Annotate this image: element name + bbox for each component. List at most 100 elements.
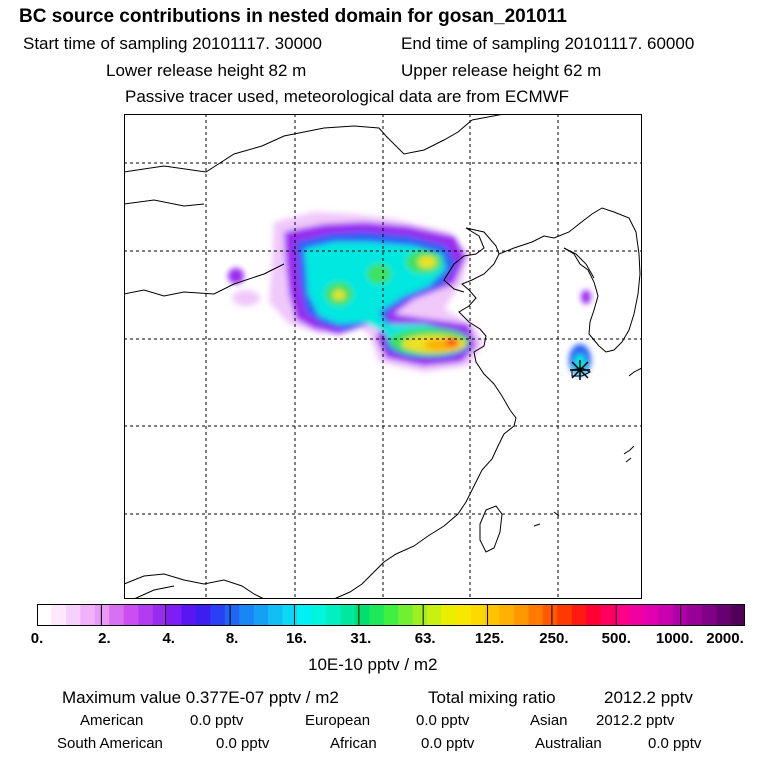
colorbar-tick-label: 2000. (706, 630, 744, 647)
colorbar-cell (65, 604, 81, 626)
colorbar-cell (412, 604, 428, 626)
colorbar-cell (730, 604, 745, 626)
region-asian-value: 2012.2 pptv (596, 712, 675, 729)
plume-korea-patch (581, 290, 591, 304)
colorbar-cell (210, 604, 226, 626)
colorbar-cell (369, 604, 385, 626)
region-asian-label: Asian (530, 712, 568, 729)
china-coast (333, 227, 517, 599)
colorbar-cell (687, 604, 702, 626)
colorbar-cell (513, 604, 529, 626)
colorbar-cell (383, 604, 399, 626)
korea-peninsula (498, 207, 641, 353)
colorbar-cell (109, 604, 124, 626)
plume-west-patch-a (228, 268, 244, 284)
colorbar-tick-label: 250. (539, 630, 569, 647)
region-european-label: European (305, 712, 371, 729)
region-african-label: African (330, 735, 377, 752)
map-frame (124, 114, 642, 599)
ryukyu-islands (623, 445, 635, 455)
colorbar-cell (123, 604, 139, 626)
colorbar-cells (37, 604, 745, 626)
region-south-american-value: 0.0 pptv (216, 735, 270, 752)
start-time-text: Start time of sampling 20101117. 30000 (23, 34, 322, 53)
south-coast-line (133, 585, 175, 599)
plume-west-patch-b (232, 290, 260, 306)
colorbar-cell (629, 604, 645, 626)
colorbar-cell (571, 604, 587, 626)
plume-green-center (367, 264, 391, 284)
colorbar-cell (470, 604, 486, 626)
colorbar-cell (282, 604, 298, 626)
colorbar-cell (614, 604, 630, 626)
region-american-value: 0.0 pptv (190, 712, 244, 729)
concentration-plume (228, 212, 591, 376)
colorbar (37, 604, 745, 626)
colorbar-cell (340, 604, 356, 626)
colorbar-tick-label: 2. (98, 630, 111, 647)
colorbar-cell (195, 604, 211, 626)
end-time-text: End time of sampling 20101117. 60000 (401, 34, 695, 53)
colorbar-cell (167, 604, 182, 626)
colorbar-tick-label: 4. (162, 630, 175, 647)
region-american-label: American (80, 712, 144, 729)
colorbar-cell (658, 604, 674, 626)
colorbar-cell (138, 604, 153, 626)
japan-coast (628, 367, 642, 377)
colorbar-cell (51, 604, 67, 626)
colorbar-cell (643, 604, 659, 626)
colorbar-tick-label: 125. (474, 630, 505, 647)
region-south-american-label: South American (57, 735, 163, 752)
colorbar-cell (398, 604, 413, 626)
colorbar-tick-label: 31. (350, 630, 372, 647)
plume-yellow-north (418, 256, 436, 268)
southeast-islands (625, 457, 632, 463)
colorbar-tick-label: 8. (225, 630, 239, 647)
coastlines (124, 114, 642, 599)
colorbar-cell (152, 604, 168, 626)
page-title: BC source contributions in nested domain… (19, 6, 567, 27)
colorbar-tick-label: 0. (30, 630, 44, 647)
colorbar-cell (94, 604, 110, 626)
inner-border-line (124, 199, 205, 207)
graticule (124, 114, 642, 599)
colorbar-unit-label: 10E-10 pptv / m2 (308, 655, 438, 674)
tracer-info-text: Passive tracer used, meteorological data… (125, 87, 570, 106)
total-mixing-value: 2012.2 pptv (604, 688, 693, 707)
colorbar-cell (456, 604, 471, 626)
colorbar-tick-label: 1000. (655, 630, 694, 647)
colorbar-cell (311, 604, 327, 626)
colorbar-cell (325, 604, 341, 626)
map-panel (124, 114, 642, 599)
colorbar-cell (354, 604, 370, 626)
colorbar-cell (672, 604, 688, 626)
receptor-asterisk-marker (570, 360, 590, 380)
taiwan-island (479, 505, 503, 553)
colorbar-tick-label: 16. (286, 630, 307, 647)
colorbar-cell (484, 604, 500, 626)
colorbar-cell (224, 604, 240, 626)
colorbar-cell (239, 604, 255, 626)
region-african-value: 0.0 pptv (421, 735, 475, 752)
south-islands-a (533, 523, 541, 527)
colorbar-cell (542, 604, 558, 626)
southwest-border (124, 573, 265, 599)
receptor-stroke-d (571, 361, 589, 379)
colorbar-cell (586, 604, 601, 626)
total-mixing-label: Total mixing ratio (428, 688, 556, 707)
colorbar-frame (37, 604, 745, 626)
upper-release-text: Upper release height 62 m (401, 61, 602, 80)
colorbar-cell (297, 604, 312, 626)
colorbar-cell (253, 604, 269, 626)
colorbar-cell (80, 604, 96, 626)
colorbar-cell (499, 604, 515, 626)
colorbar-cell (268, 604, 283, 626)
colorbar-cell (716, 604, 731, 626)
colorbar-tick-label: 500. (601, 630, 631, 647)
colorbar-tick-label: 63. (414, 630, 436, 647)
region-australian-value: 0.0 pptv (648, 735, 702, 752)
colorbar-cell (557, 604, 572, 626)
north-border-line (124, 119, 473, 173)
colorbar-cell (181, 604, 197, 626)
lower-release-text: Lower release height 82 m (106, 61, 307, 80)
